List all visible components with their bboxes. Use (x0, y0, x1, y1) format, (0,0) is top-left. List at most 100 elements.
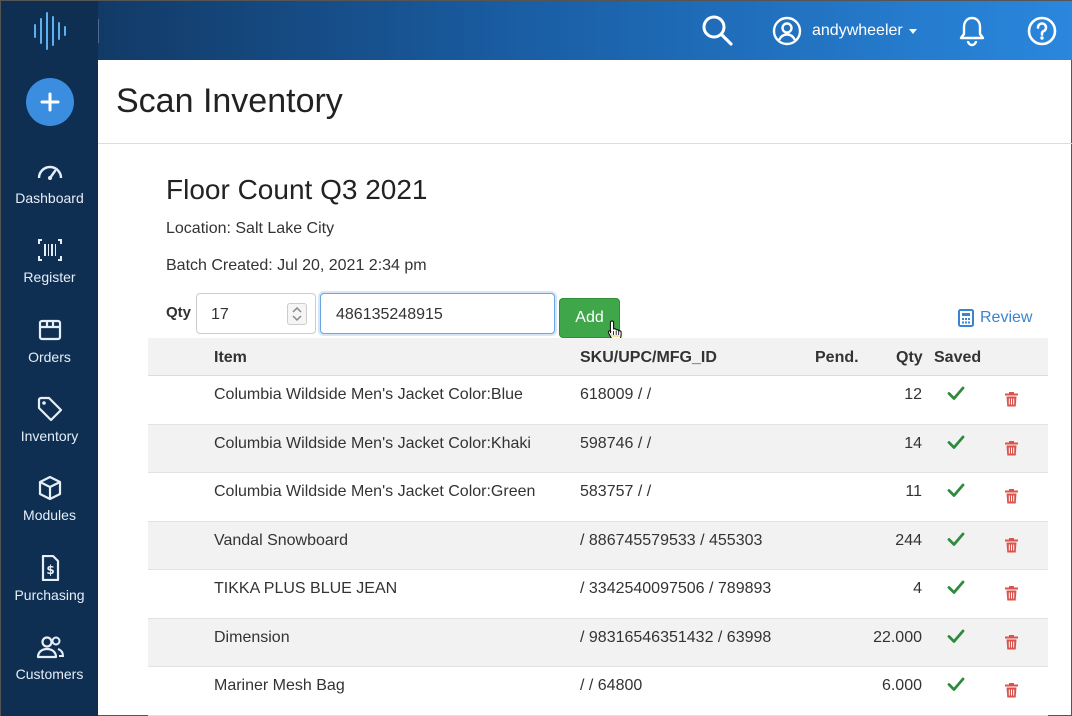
user-avatar-icon (772, 16, 802, 46)
column-header-qty: Qty (896, 349, 923, 366)
item-name: Columbia Wildside Men's Jacket Color:Gre… (214, 483, 536, 500)
sidebar-item-label: Register (23, 269, 76, 285)
column-header-sku: SKU/UPC/MFG_ID (580, 349, 717, 366)
table-body: Columbia Wildside Men's Jacket Color:Blu… (148, 376, 1048, 716)
qty-value: 17 (211, 306, 229, 323)
page-header: Scan Inventory (98, 60, 1072, 144)
check-icon (947, 629, 965, 643)
column-header-item: Item (214, 349, 247, 366)
sidebar-item-orders[interactable]: Orders (1, 317, 98, 365)
sidebar-item-inventory[interactable]: Inventory (1, 396, 98, 444)
item-name: Mariner Mesh Bag (214, 677, 345, 694)
column-header-pend: Pend. (815, 349, 859, 366)
page-title: Scan Inventory (116, 82, 343, 120)
item-qty: 22.000 (873, 628, 922, 646)
item-name: Columbia Wildside Men's Jacket Color:Blu… (214, 386, 523, 403)
check-icon (947, 580, 965, 594)
divider (98, 19, 99, 43)
item-qty: 6.000 (881, 677, 922, 694)
item-name: Dimension (214, 628, 290, 646)
item-sku: / / 64800 (580, 677, 643, 694)
create-new-button[interactable] (26, 78, 74, 126)
table-row: Dimension / 98316546351432 / 63998 22.000 (148, 618, 1048, 667)
check-icon (947, 386, 965, 400)
table-row: TIKKA PLUS BLUE JEAN / 3342540097506 / 78… (148, 570, 1048, 619)
dashboard-icon (37, 165, 62, 180)
chevron-up-down-icon (292, 306, 302, 322)
calculator-icon (958, 309, 974, 327)
item-qty: 11 (905, 483, 922, 500)
column-header-saved: Saved (934, 349, 982, 366)
item-sku: / 3342540097506 / 789893 (580, 580, 772, 597)
sidebar-item-label: Orders (28, 349, 71, 365)
sidebar-item-modules[interactable]: Modules (1, 475, 98, 523)
item-qty: 14 (904, 434, 922, 452)
sidebar-item-purchasing[interactable]: $ Purchasing (1, 555, 98, 603)
trash-icon[interactable] (1005, 392, 1018, 407)
trash-icon[interactable] (1005, 634, 1018, 650)
chevron-down-icon (908, 28, 917, 34)
table-row: Mariner Mesh Bag / / 64800 6.000 (148, 667, 1048, 716)
sidebar-item-register[interactable]: Register (1, 237, 98, 285)
check-icon (947, 435, 965, 449)
qty-stepper[interactable] (287, 303, 307, 325)
qty-input[interactable]: 17 (196, 293, 316, 334)
sidebar-item-dashboard[interactable]: Dashboard (1, 158, 98, 206)
sidebar-item-label: Dashboard (15, 190, 84, 206)
plus-icon (40, 92, 60, 112)
sidebar-item-customers[interactable]: Customers (1, 634, 98, 682)
item-name: Vandal Snowboard (214, 531, 349, 549)
check-icon (947, 532, 965, 546)
trash-icon[interactable] (1005, 537, 1018, 553)
search-icon[interactable] (701, 14, 733, 46)
review-label: Review (980, 309, 1033, 326)
trash-icon[interactable] (1005, 586, 1018, 601)
trash-icon[interactable] (1005, 683, 1018, 698)
cube-icon (38, 475, 61, 501)
batch-created: Batch Created: Jul 20, 2021 2:34 pm (166, 257, 427, 274)
box-icon (38, 319, 61, 341)
bell-icon[interactable] (958, 15, 986, 47)
sidebar: Dashboard Register Orders Inventory Modu… (1, 1, 98, 716)
item-qty: 4 (913, 580, 922, 597)
invoice-icon: $ (41, 555, 59, 581)
item-sku: 583757 / / (580, 483, 652, 500)
barcode-value: 486135248915 (336, 306, 443, 323)
trash-icon[interactable] (1005, 489, 1018, 504)
qty-label: Qty (166, 304, 192, 321)
barcode-icon (37, 239, 62, 261)
barcode-input[interactable]: 486135248915 (320, 293, 555, 334)
check-icon (947, 677, 965, 691)
help-icon[interactable] (1027, 16, 1057, 46)
sidebar-item-label: Customers (15, 666, 84, 682)
batch-location: Location: Salt Lake City (166, 220, 335, 237)
sidebar-item-label: Inventory (20, 428, 79, 444)
tag-icon (37, 396, 62, 422)
item-sku: / 98316546351432 / 63998 (580, 628, 772, 646)
sidebar-item-label: Purchasing (14, 587, 85, 603)
inventory-table: Item SKU/UPC/MFG_ID Pend. Qty Saved Colu… (148, 338, 1048, 716)
svg-text:$: $ (46, 563, 54, 577)
check-icon (947, 483, 965, 497)
batch-title: Floor Count Q3 2021 (166, 174, 428, 205)
item-sku: 618009 / / (580, 386, 652, 403)
username: andywheeler (812, 22, 903, 39)
table-row: Columbia Wildside Men's Jacket Color:Gre… (148, 473, 1048, 522)
item-sku: 598746 / / (580, 434, 652, 452)
users-icon (36, 636, 64, 659)
item-qty: 12 (904, 386, 922, 403)
table-header: Item SKU/UPC/MFG_ID Pend. Qty Saved (148, 338, 1048, 376)
review-link[interactable]: Review (958, 309, 1032, 327)
item-name: TIKKA PLUS BLUE JEAN (214, 580, 398, 597)
logo-icon (34, 12, 66, 50)
item-sku: / 886745579533 / 455303 (580, 531, 763, 549)
table-row: Vandal Snowboard / 886745579533 / 455303 2… (148, 521, 1048, 570)
user-menu[interactable]: andywheeler (772, 15, 917, 47)
item-qty: 244 (895, 531, 922, 549)
trash-icon[interactable] (1005, 440, 1018, 456)
sidebar-item-label: Modules (23, 507, 76, 523)
table-row: Columbia Wildside Men's Jacket Color:Blu… (148, 376, 1048, 425)
item-name: Columbia Wildside Men's Jacket Color:Kha… (214, 434, 531, 452)
top-bar: andywheeler (98, 1, 1072, 60)
table-row: Columbia Wildside Men's Jacket Color:Kha… (148, 424, 1048, 473)
